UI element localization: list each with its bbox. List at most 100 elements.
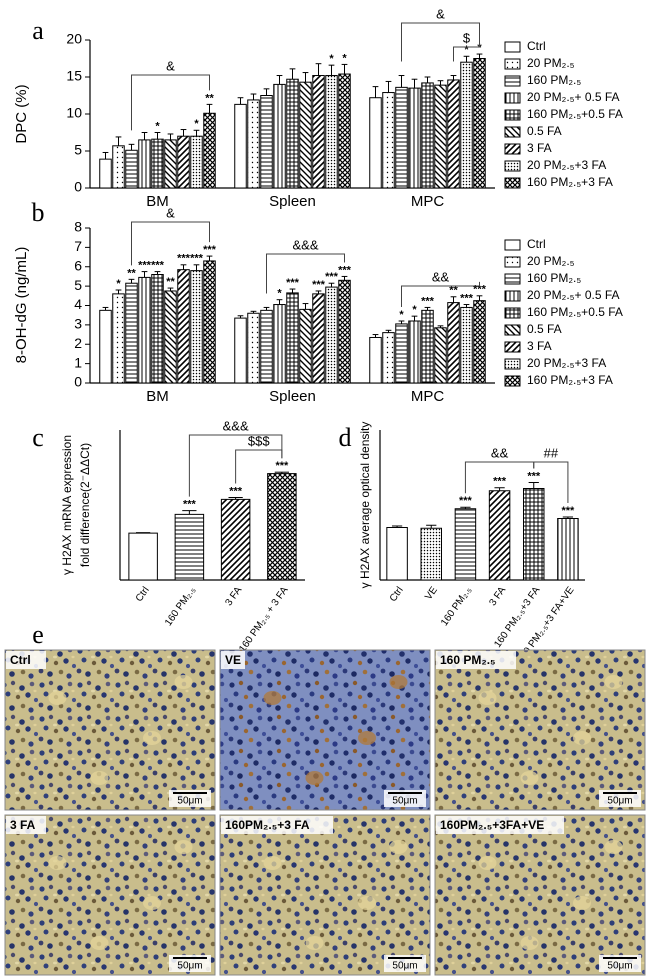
scale-bg [384,790,426,807]
bar [260,95,273,189]
bracket [533,461,569,503]
x-tick-label: BM [146,388,169,405]
bar [151,138,164,189]
legend-swatch [504,41,521,53]
scale-bg [384,955,426,972]
bar [434,84,447,189]
significance-label: *** [527,470,541,482]
cell-cluster [478,691,497,705]
micrograph-title: 160PM₂.₅+3FA+VE [440,818,544,832]
bar [434,327,447,384]
legend-label: 20 PM₂.₅+3 FA [527,356,606,370]
cell-cluster [143,731,161,745]
x-tick-label: Spleen [269,193,316,210]
bar [421,82,434,189]
bar [247,312,260,384]
bar [299,81,312,189]
bar [138,139,151,189]
cell-cluster [520,936,539,950]
bracket-label: &&& [292,237,318,252]
legend-swatch [504,126,521,138]
bracket [401,281,480,307]
legend-swatch [504,239,521,251]
legend-swatch [504,75,521,87]
bar [220,498,251,581]
significance-label: *** [286,277,300,289]
bar [128,532,158,581]
panel-label: c [32,423,44,452]
cell-cluster [174,675,193,689]
cell-cluster [478,856,497,870]
legend-swatch [504,109,521,121]
bar [125,282,138,384]
significance-label: * [277,288,282,300]
scale-bg [599,790,641,807]
scale-label: 50μm [392,796,417,807]
bar [164,139,177,189]
bar [286,78,299,189]
legend-label: 160 PM₂.₅+3 FA [527,175,613,189]
micrograph [434,814,646,976]
bracket [131,74,210,131]
y-axis-label: γ H2AX mRNA expression [60,435,74,575]
bar [460,306,473,384]
bracket [266,253,345,294]
bar [421,309,434,384]
y-tick-label: 1 [74,354,82,370]
x-tick-label: Ctrl [388,585,406,604]
bar [460,61,473,189]
bar [286,292,299,384]
micrograph-title: 160 PM₂.₅ [440,653,496,667]
legend-label: 3 FA [527,339,552,353]
panel-label: e [32,620,44,649]
cell-cluster [604,840,623,854]
scale-bg [169,790,211,807]
legend-swatch [504,273,521,285]
legend-label: 20 PM₂.₅+ 0.5 FA [527,90,620,104]
x-tick-label: 160 PM₂.₅ [439,585,474,628]
cell-cluster [358,896,376,910]
y-axis-label: 8-OH-dG (ng/mL) [13,247,30,364]
legend-label: 20 PM₂.₅+3 FA [527,158,606,172]
significance-label: ** [166,276,175,288]
y-axis-label: γ H2AX average optical density [358,422,372,589]
significance-label: *** [493,476,507,488]
legend-label: Ctrl [527,237,546,251]
cell-cluster [573,731,591,745]
legend-swatch [504,307,521,319]
micrograph [4,649,216,811]
cell-cluster [520,771,539,785]
y-axis-label: fold difference(2⁻ΔΔCt) [78,443,92,567]
significance-label: *** [177,253,191,265]
bar [473,300,486,384]
micrograph [4,814,216,976]
micrograph-title: VE [225,653,241,667]
significance-label: *** [561,505,575,517]
x-tick-label: 3 FA [223,585,244,608]
significance-label: * [464,44,469,56]
bar [408,320,421,384]
legend-swatch [504,358,521,370]
legend-label: 20 PM₂.₅ [527,56,575,70]
significance-label: *** [275,460,289,472]
bar [190,270,203,384]
bar [454,508,477,581]
bar [325,286,338,384]
bracket [401,22,480,62]
y-tick-label: 0 [74,374,82,390]
bar [447,302,460,384]
bracket [188,434,283,497]
bar [190,135,203,189]
significance-label: *** [229,485,243,497]
micrograph-title: 3 FA [10,818,36,832]
cell-cluster [358,731,376,745]
bar [273,304,286,384]
scale-label: 50μm [392,961,417,972]
significance-label: *** [325,271,339,283]
bracket-label: $$$ [248,433,270,448]
cell-cluster [305,771,324,785]
x-tick-label: VE [423,585,440,603]
significance-label: *** [338,264,352,276]
x-tick-label: MPC [411,193,445,210]
